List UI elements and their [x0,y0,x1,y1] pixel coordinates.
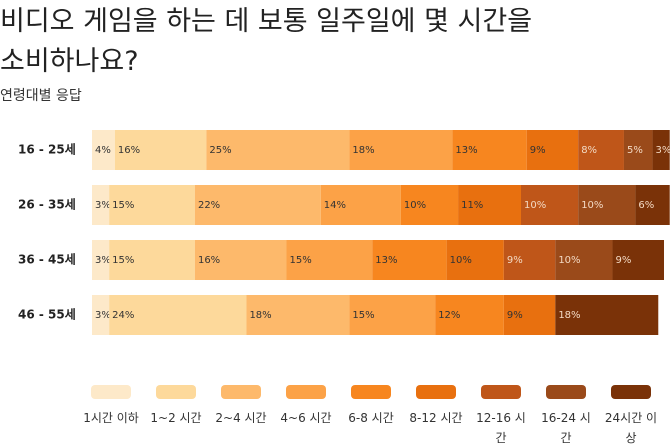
bar-segment [555,295,659,335]
value-label: 12% [438,310,460,321]
value-label: 18% [352,145,374,156]
value-label: 9% [507,310,523,321]
bar-segment [578,130,624,170]
legend-label: 24시간 이상 [604,411,658,445]
value-label: 10% [581,200,603,211]
bar-segment [194,240,287,280]
bar-segment [92,295,110,335]
value-label: 9% [507,255,523,266]
bar-segment [503,240,556,280]
bar-segment [503,295,556,335]
bar-segment [578,185,636,225]
bar-segment [109,240,195,280]
value-label: 15% [289,255,311,266]
row-label: 46 - 55세 [18,307,76,322]
value-label: 10% [524,200,546,211]
legend-label: 6-8 시간 [348,411,394,425]
value-label: 13% [375,255,397,266]
bar-segment [109,185,195,225]
value-label: 10% [404,200,426,211]
value-label: 8% [581,145,597,156]
legend-label: 2~4 시간 [215,411,267,425]
bar-segment [349,130,453,170]
bar-segment [446,240,504,280]
value-label: 9% [616,255,632,266]
legend-swatch [286,385,326,399]
legend-swatch [351,385,391,399]
chart-subtitle: 연령대별 응답 [0,88,82,104]
row-label: 36 - 45세 [18,252,76,267]
bar-segment [372,240,447,280]
legend-swatch [481,385,521,399]
value-label: 15% [112,200,134,211]
bar-segment [555,240,613,280]
value-label: 5% [627,145,643,156]
row-label: 26 - 35세 [18,197,76,212]
bar-segment [320,185,401,225]
value-label: 9% [530,145,546,156]
value-label: 16% [198,255,220,266]
value-label: 3% [95,310,111,321]
legend-swatch [611,385,651,399]
value-label: 10% [558,255,580,266]
value-label: 4% [95,145,111,156]
value-label: 3% [95,255,111,266]
chart-title: 비디오 게임을 하는 데 보통 일주일에 몇 시간을 소비하나요? [0,6,533,77]
bar-segment [526,130,579,170]
bar-segment [349,295,436,335]
bar-segment [435,295,504,335]
bar-segment [92,130,115,170]
legend-label: 1~2 시간 [150,411,202,425]
legend-swatch [91,385,131,399]
value-label: 13% [455,145,477,156]
legend-label: 1시간 이하 [83,411,139,425]
legend-label: 16-24 시간 [541,411,591,445]
value-label: 6% [638,200,654,211]
value-label: 16% [118,145,140,156]
value-label: 15% [112,255,134,266]
bar-segment [194,185,321,225]
value-label: 24% [112,310,134,321]
bar-segment [652,130,670,170]
legend-swatch [416,385,456,399]
bar-segment [521,185,579,225]
bar-segment [458,185,521,225]
value-label: 3% [95,200,111,211]
value-label: 18% [249,310,271,321]
bar-segment [246,295,350,335]
title-box: 비디오 게임을 하는 데 보통 일주일에 몇 시간을 소비하나요? [0,6,533,77]
legend-label: 12-16 시간 [476,411,526,445]
bar-segment [109,295,247,335]
legend-swatch [546,385,586,399]
bar-segment [623,130,653,170]
legend-label: 8-12 시간 [409,411,463,425]
legend-label: 4~6 시간 [280,411,332,425]
value-label: 22% [198,200,220,211]
bar-segment [612,240,664,280]
value-label: 18% [558,310,580,321]
value-label: 3% [656,145,670,156]
legend-swatch [156,385,196,399]
bar-segment [452,130,527,170]
value-label: 25% [209,145,231,156]
bar-segment [114,130,207,170]
legend-swatch [221,385,261,399]
bar-segment [400,185,459,225]
bar-segment [92,185,110,225]
bar-segment [92,240,110,280]
value-label: 10% [450,255,472,266]
bar-segment [635,185,670,225]
value-label: 15% [352,310,374,321]
value-label: 11% [461,200,483,211]
row-label: 16 - 25세 [18,142,76,157]
bar-segment [206,130,350,170]
value-label: 14% [324,200,346,211]
bar-segment [286,240,373,280]
